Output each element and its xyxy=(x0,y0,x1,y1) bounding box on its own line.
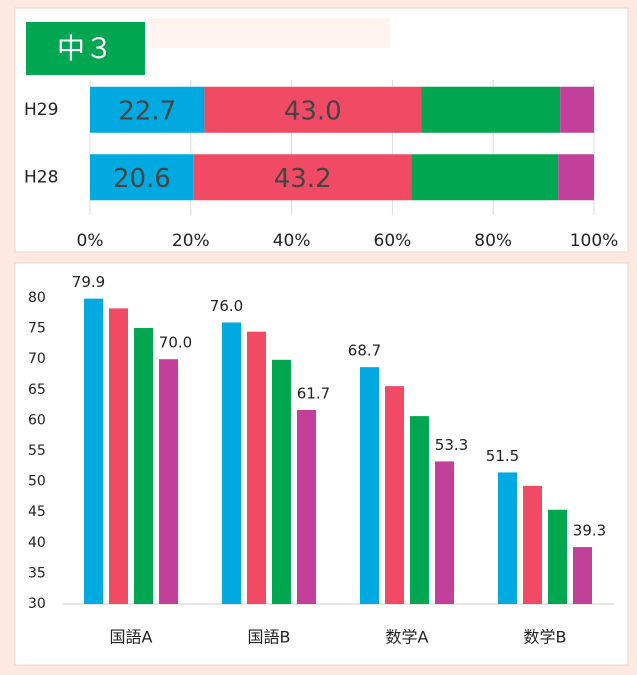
bar xyxy=(272,359,291,604)
bottom-panel xyxy=(14,262,629,666)
x-tick-label: 40% xyxy=(273,231,311,251)
y-tick-label: 30 xyxy=(28,596,46,612)
value-label: 39.3 xyxy=(573,522,606,540)
y-tick-label: H29 xyxy=(24,100,58,120)
bar xyxy=(410,416,429,604)
y-tick-label: 40 xyxy=(28,535,46,551)
y-tick-label: 60 xyxy=(28,412,46,428)
bar-segment xyxy=(204,86,422,133)
bar xyxy=(109,308,128,604)
value-label: 20.6 xyxy=(113,164,171,194)
y-tick-label: 80 xyxy=(28,290,46,306)
y-tick-label: 50 xyxy=(28,474,46,490)
value-label: 51.5 xyxy=(486,447,519,465)
x-tick-label: 80% xyxy=(474,231,512,251)
x-tick-label: 100% xyxy=(570,231,619,251)
decoration xyxy=(150,18,390,48)
bar xyxy=(159,359,178,604)
bar xyxy=(247,331,266,604)
bar-segment xyxy=(560,86,594,133)
bar xyxy=(84,298,103,604)
x-tick-label: 60% xyxy=(374,231,412,251)
value-label: 53.3 xyxy=(435,436,468,454)
bar xyxy=(360,367,379,604)
bar xyxy=(134,327,153,604)
title-box xyxy=(26,22,145,75)
value-label: 43.2 xyxy=(274,164,332,194)
x-tick-label: 0% xyxy=(77,231,104,251)
bar xyxy=(573,547,592,604)
bar xyxy=(523,485,542,604)
bar-segment xyxy=(193,154,412,201)
x-tick-label: 数学A xyxy=(386,628,429,647)
bar xyxy=(222,322,241,604)
y-tick-label: 35 xyxy=(28,565,46,581)
value-label: 79.9 xyxy=(72,273,105,291)
x-tick-label: 国語A xyxy=(110,628,153,647)
value-label: 43.0 xyxy=(284,96,342,126)
bar-segment xyxy=(411,154,559,201)
bar-segment xyxy=(421,86,561,133)
bar-segment xyxy=(558,154,594,201)
value-label: 70.0 xyxy=(159,334,192,352)
bar-segment xyxy=(90,154,194,201)
y-tick-label: 45 xyxy=(28,504,46,520)
y-tick-label: 75 xyxy=(28,321,46,337)
x-tick-label: 数学B xyxy=(524,628,567,647)
value-label: 68.7 xyxy=(348,342,381,360)
x-tick-label: 国語B xyxy=(248,628,291,647)
chart-title: 中３ xyxy=(57,32,113,65)
y-tick-label: H28 xyxy=(24,167,58,187)
bar xyxy=(548,509,567,604)
x-tick-label: 20% xyxy=(172,231,210,251)
y-tick-label: 70 xyxy=(28,351,46,367)
value-label: 22.7 xyxy=(118,96,176,126)
y-tick-label: 55 xyxy=(28,443,46,459)
bar xyxy=(385,386,404,604)
y-tick-label: 65 xyxy=(28,382,46,398)
bar-segment xyxy=(90,86,205,133)
value-label: 61.7 xyxy=(297,384,330,402)
bar xyxy=(435,461,454,604)
bar xyxy=(498,472,517,604)
value-label: 76.0 xyxy=(210,297,243,315)
bar xyxy=(297,409,316,604)
